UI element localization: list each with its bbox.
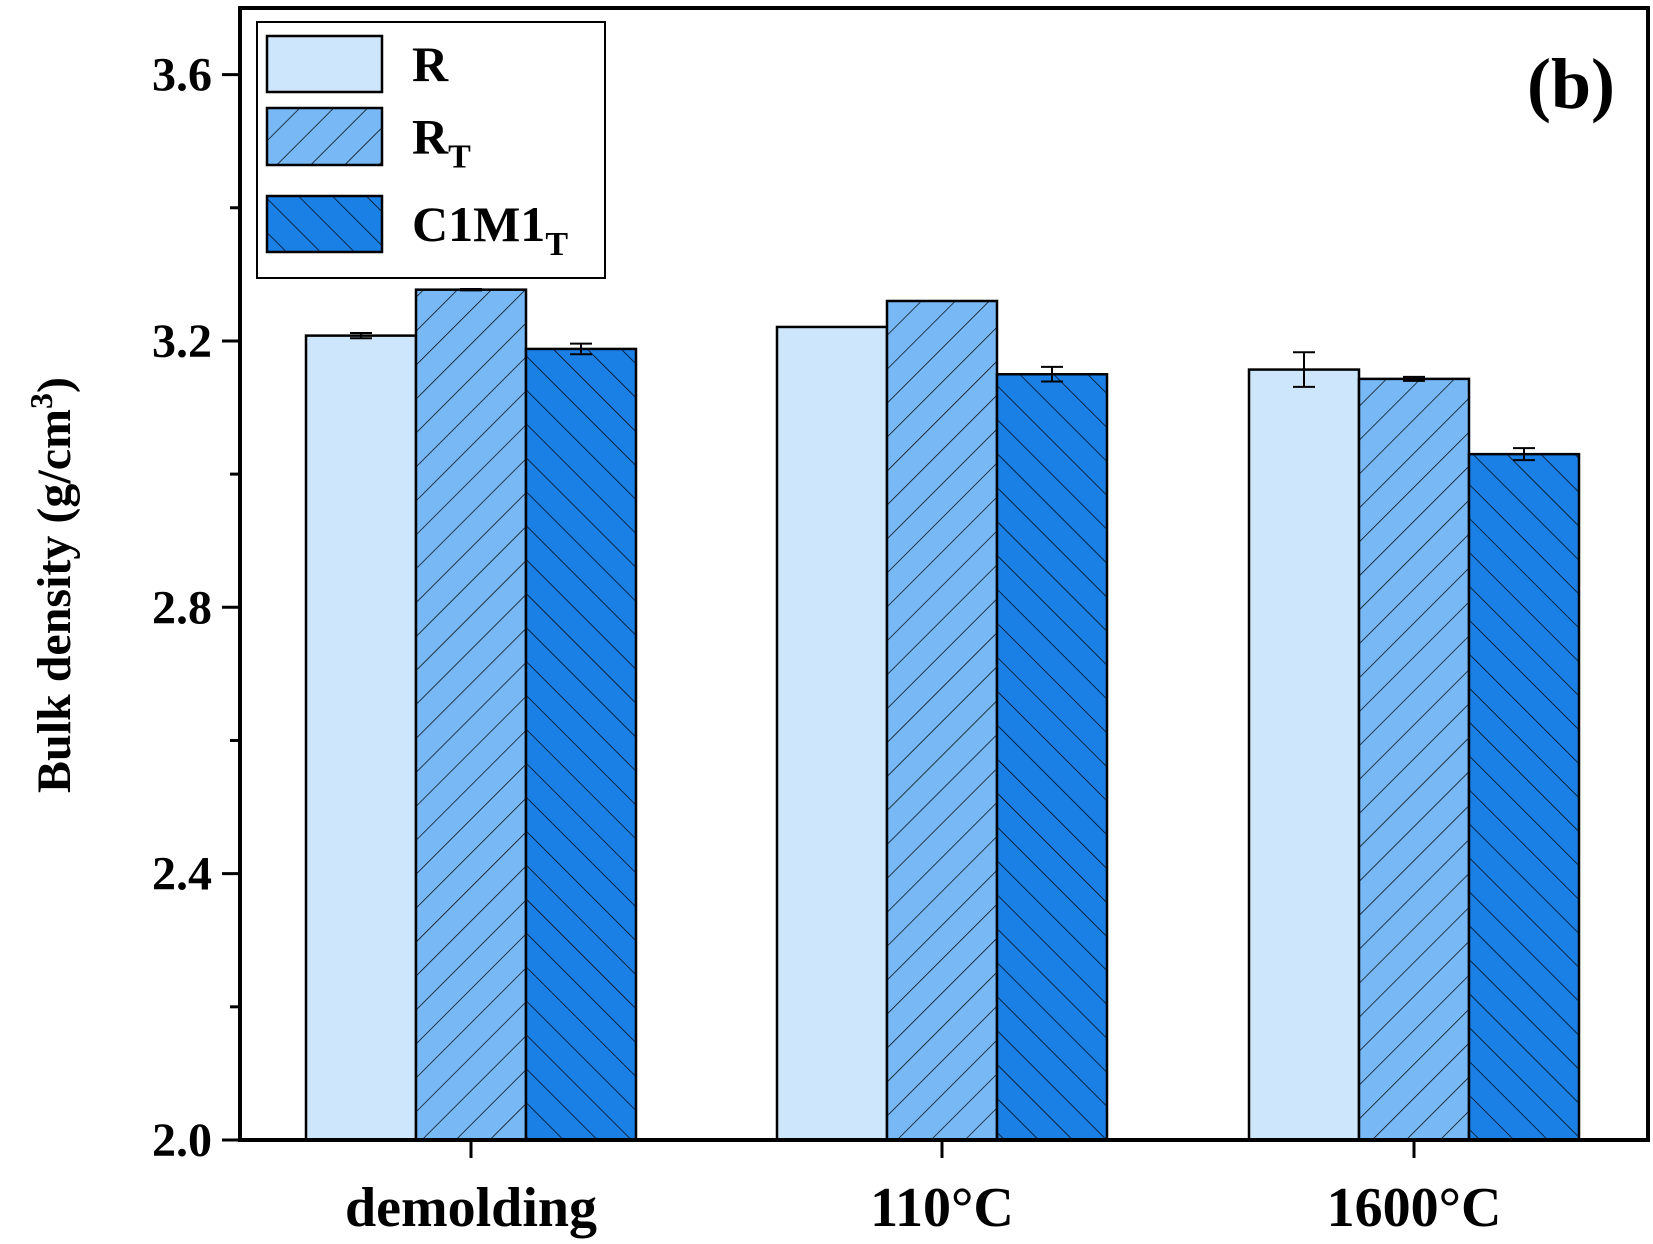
error-bar-1-1 (350, 331, 372, 340)
panel-label: (b) (1527, 44, 1615, 124)
legend-label-main: R (412, 109, 449, 165)
y-tick-label: 2.4 (152, 848, 212, 901)
error-bar-3-3 (1513, 447, 1535, 462)
bar-hatch-2-3 (1359, 378, 1469, 1140)
bar-1-2 (777, 326, 887, 1140)
y-axis-label-superscript: 3 (23, 393, 59, 409)
bar-hatch-2-1 (416, 289, 526, 1141)
legend-label-subscript: T (545, 226, 568, 263)
legend-swatch-1 (265, 34, 384, 94)
y-tick-label: 3.6 (152, 49, 212, 102)
error-bar-1-3 (1293, 351, 1315, 388)
bar-hatch-2-2 (887, 300, 997, 1140)
axes-layer: 2.0 2.4 2.8 3.2 3.6 demolding 110°C 1600°C (152, 6, 1650, 1239)
error-bar-2-3 (1403, 375, 1425, 382)
legend-swatch-hatch (267, 196, 382, 252)
bar-hatch-3-2 (997, 374, 1107, 1140)
y-tick-label: 2.8 (152, 581, 212, 634)
legend-label-3: C1M1T (412, 196, 568, 263)
legend-swatch-outline (265, 34, 384, 94)
x-tick-label: 1600°C (1327, 1177, 1502, 1239)
y-axis-label: Bulk density (g/cm3) (23, 377, 81, 793)
x-tick-label: demolding (345, 1177, 597, 1239)
legend-label-main: C1M1 (412, 196, 545, 252)
bar-1-1 (306, 335, 416, 1140)
legend-label-main: R (412, 36, 449, 92)
legend-label-2: RT (412, 109, 471, 176)
bar-1-3 (1249, 369, 1359, 1141)
error-bars-layer (350, 288, 1535, 462)
legend-swatch-hatch (267, 108, 382, 165)
bars-layer (304, 288, 1581, 1142)
error-bar-2-1 (460, 288, 482, 292)
legend-swatch-outline (265, 106, 384, 167)
x-tick-label: 110°C (870, 1177, 1014, 1239)
bar-hatch-3-3 (1469, 454, 1579, 1140)
legend-label-subscript: T (448, 139, 471, 176)
y-tick-label: 3.2 (152, 315, 212, 368)
error-bar-3-1 (570, 342, 592, 356)
legend-swatch-outline (265, 194, 384, 254)
legend-swatch-fill (267, 36, 382, 92)
y-axis-label-close: ) (28, 377, 81, 393)
legend-label-1: R (412, 36, 449, 92)
legend-swatch-3 (265, 194, 384, 254)
y-tick-label: 2.0 (152, 1114, 212, 1167)
bar-hatch-3-1 (526, 348, 636, 1140)
legend-swatch-2 (265, 106, 384, 167)
error-bar-3-2 (1041, 365, 1063, 383)
plot-frame (238, 6, 1650, 1142)
